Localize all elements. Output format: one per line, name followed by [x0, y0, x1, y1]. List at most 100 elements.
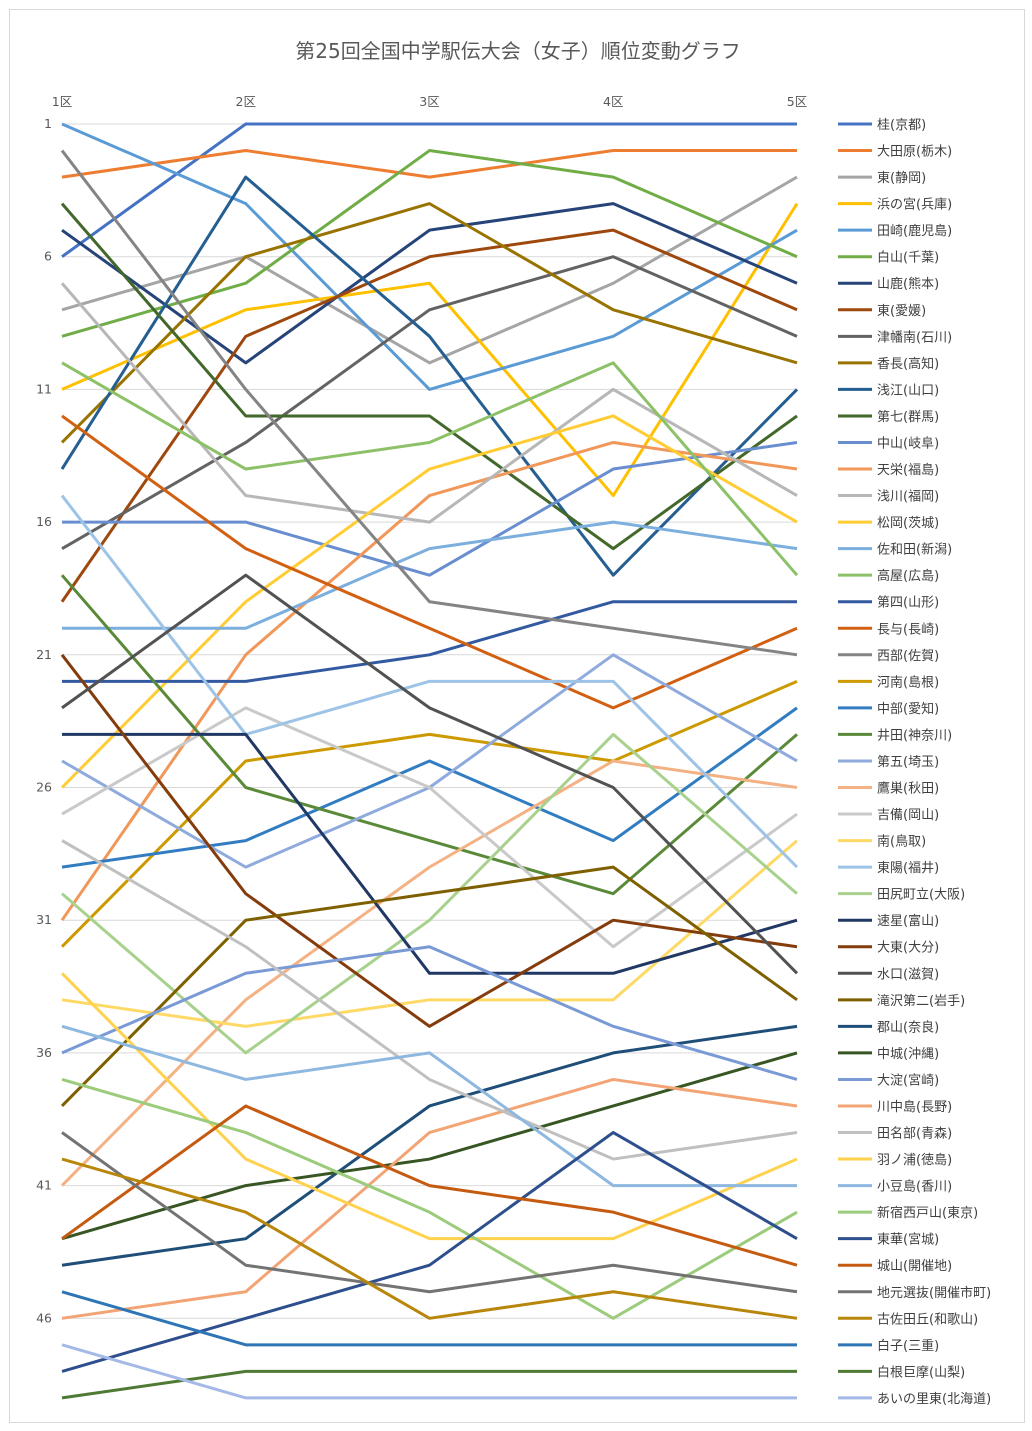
legend-label: 鷹巣(秋田): [877, 782, 939, 797]
series-line: [61, 839, 798, 1161]
legend-label: 桂(京都): [877, 118, 926, 133]
legend-label: 松岡(茨城): [877, 516, 939, 531]
series-line: [60, 679, 798, 948]
y-tick-label: 36: [36, 1045, 52, 1060]
series-line: [61, 1077, 798, 1320]
series-line: [61, 361, 799, 577]
series-line: [61, 202, 799, 498]
legend-item: 天栄(福島): [838, 463, 939, 478]
series-line: [61, 573, 799, 975]
legend-label: 浅川(福岡): [877, 490, 939, 505]
legend-label: 古佐田丘(和歌山): [877, 1312, 978, 1327]
series-line: [60, 202, 798, 551]
legend-label: 中城(沖縄): [877, 1047, 939, 1062]
legend-item: 田名部(青森): [838, 1126, 952, 1142]
legend-label: 第四(山形): [877, 596, 939, 611]
legend-label: 羽ノ浦(徳島): [877, 1153, 952, 1168]
legend-item: 浅川(福岡): [838, 490, 939, 505]
series-line: [60, 865, 798, 1108]
legend-item: 東華(宮城): [838, 1232, 939, 1248]
legend-label: 東(静岡): [877, 170, 926, 186]
legend-item: 浜の宮(兵庫): [838, 197, 952, 213]
legend-label: 東(愛媛): [877, 303, 926, 319]
x-tick-label: 2区: [236, 94, 256, 109]
line-chart: 第25回全国中学駅伝大会（女子）順位変動グラフ 1区 2区 3区 4区 5区 16111…: [36, 39, 991, 1407]
series-line: [62, 520, 798, 630]
legend-label: 南(鳥取): [877, 834, 926, 850]
legend-label: 白山(千葉): [877, 250, 939, 266]
series-line: [61, 1343, 797, 1400]
x-tick-label: 4区: [603, 94, 623, 109]
legend-label: 川中島(長野): [877, 1100, 952, 1115]
legend-label: 津幡南(石川): [877, 329, 952, 345]
legend-label: 中部(愛知): [877, 701, 939, 717]
legend-item: 山鹿(熊本): [838, 276, 939, 292]
series-line: [61, 1024, 797, 1188]
legend-item: 田崎(鹿児島): [838, 223, 952, 239]
legend-label: 高屋(広島): [877, 568, 939, 584]
legend-item: 津幡南(石川): [838, 329, 952, 345]
legend-label: 大東(大分): [877, 940, 939, 956]
legend-label: 中山(岐阜): [877, 435, 939, 451]
legend-item: 白山(千葉): [838, 250, 939, 266]
series-line: [60, 653, 798, 1028]
y-tick-label: 31: [36, 912, 52, 927]
legend-label: 田名部(青森): [877, 1126, 952, 1142]
series-line: [60, 494, 799, 869]
legend-item: 田尻町立(大阪): [838, 888, 965, 903]
legend-label: 山鹿(熊本): [877, 276, 939, 292]
legend-label: 郡山(奈良): [877, 1019, 939, 1035]
legend-label: 城山(開催地): [877, 1259, 952, 1274]
legend-item: 香長(高知): [838, 356, 939, 372]
series-line: [60, 972, 798, 1241]
series-line: [61, 255, 798, 550]
legend-item: 中部(愛知): [838, 701, 939, 717]
legend-label: 浅江(山口): [877, 383, 939, 398]
legend-label: 香長(高知): [877, 356, 939, 372]
series-line: [61, 1104, 798, 1267]
legend-label: 滝沢第二(岩手): [877, 994, 965, 1009]
legend-item: 浅江(山口): [838, 383, 939, 398]
legend-item: 東(静岡): [838, 170, 926, 186]
series-line: [61, 149, 797, 179]
legend-item: 長与(長崎): [838, 622, 939, 637]
series-line: [61, 839, 798, 1028]
legend-item: 川中島(長野): [838, 1100, 952, 1115]
legend-item: 白根巨摩(山梨): [838, 1364, 965, 1380]
legend-item: 東陽(福井): [838, 860, 939, 876]
legend-label: 天栄(福島): [877, 463, 939, 478]
legend-item: 南(鳥取): [838, 834, 926, 850]
legend-item: 城山(開催地): [838, 1259, 952, 1274]
legend-label: あいの里東(北海道): [877, 1391, 991, 1407]
y-tick-label: 21: [36, 647, 52, 662]
legend-label: 田崎(鹿児島): [877, 223, 952, 239]
legend-label: 長与(長崎): [877, 622, 939, 637]
series-line: [60, 175, 799, 577]
series-line: [62, 732, 798, 975]
series-line: [60, 574, 798, 896]
chart-title: 第25回全国中学駅伝大会（女子）順位変動グラフ: [295, 39, 740, 63]
legend-item: 東(愛媛): [838, 303, 926, 319]
legend-label: 東陽(福井): [877, 860, 939, 876]
series-line: [62, 440, 798, 577]
legend-item: 中山(岐阜): [838, 435, 939, 451]
legend-item: 河南(島根): [838, 674, 939, 690]
legend-item: 地元選抜(開催市町): [838, 1285, 991, 1301]
legend-item: 高屋(広島): [838, 568, 939, 584]
series-line: [61, 1131, 798, 1294]
legend-label: 井田(神奈川): [877, 728, 952, 743]
y-tick-label: 11: [36, 381, 52, 396]
series-line: [61, 122, 797, 258]
series-line: [61, 706, 798, 869]
series-line: [60, 282, 798, 524]
series-line: [61, 706, 798, 949]
legend-label: 大田原(栃木): [877, 145, 952, 160]
series-line: [61, 149, 798, 338]
legend-item: 吉備(岡山): [838, 807, 939, 823]
chart-frame: 第25回全国中学駅伝大会（女子）順位変動グラフ 1区 2区 3区 4区 5区 1 6 11 1…: [9, 9, 1025, 1423]
legend-item: 古佐田丘(和歌山): [838, 1312, 978, 1327]
legend-label: 地元選抜(開催市町): [877, 1285, 991, 1301]
legend-item: 水口(滋賀): [838, 967, 939, 982]
x-tick-label: 3区: [419, 94, 439, 109]
